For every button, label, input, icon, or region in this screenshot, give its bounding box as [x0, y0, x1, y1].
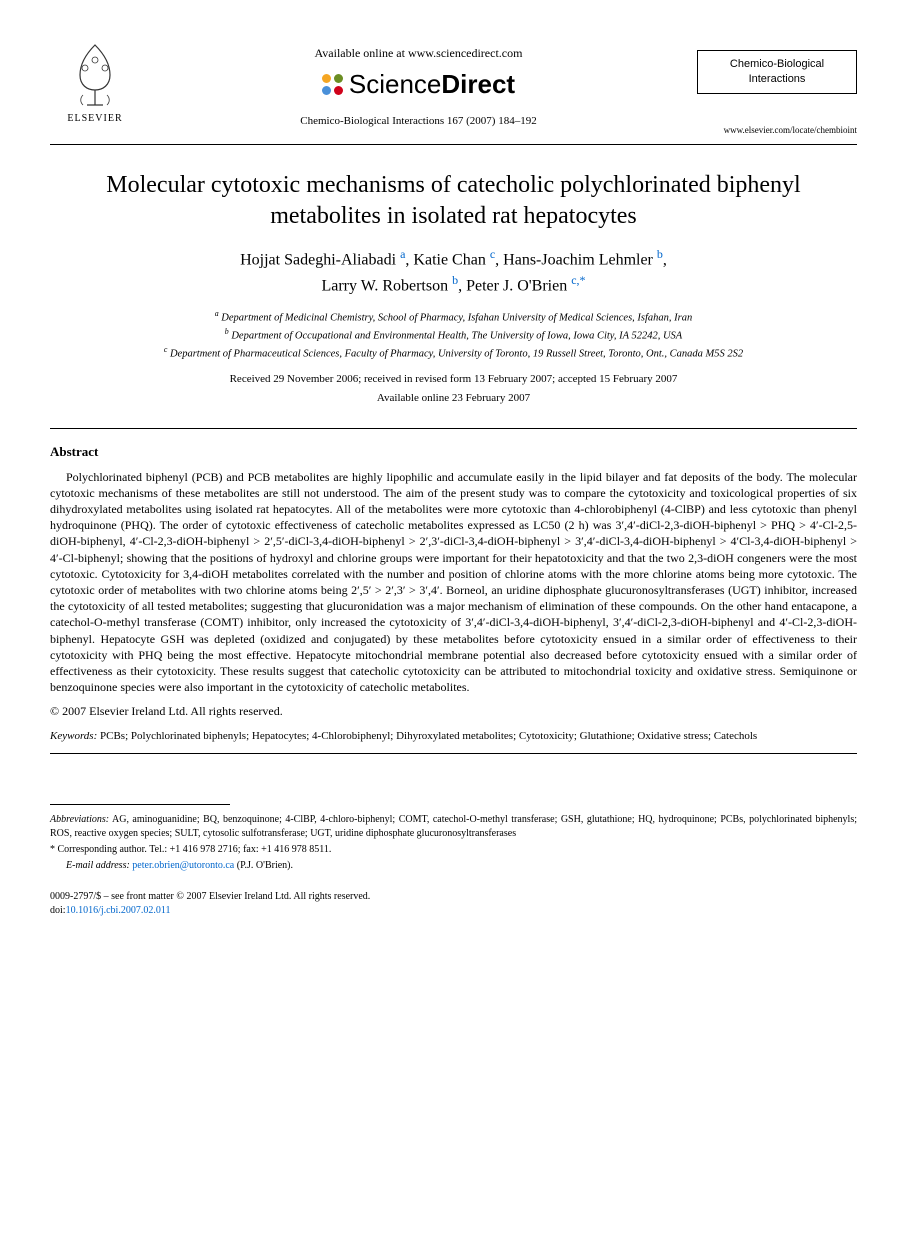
- sciencedirect-logo: ScienceDirect: [140, 67, 697, 102]
- front-matter-line: 0009-2797/$ – see front matter © 2007 El…: [50, 890, 857, 904]
- email-label: E-mail address:: [66, 860, 130, 871]
- available-online-date: Available online 23 February 2007: [50, 391, 857, 406]
- elsevier-label: ELSEVIER: [67, 112, 122, 126]
- corresponding-author: * Corresponding author. Tel.: +1 416 978…: [50, 843, 857, 857]
- header-center: Available online at www.sciencedirect.co…: [140, 40, 697, 129]
- header-row: ELSEVIER Available online at www.science…: [50, 40, 857, 145]
- affiliation-a: a Department of Medicinal Chemistry, Sch…: [50, 308, 857, 326]
- elsevier-logo-block: ELSEVIER: [50, 40, 140, 126]
- journal-box-line1: Chemico-Biological: [706, 57, 848, 72]
- sd-direct: Direct: [441, 69, 515, 99]
- keywords-block: Keywords: PCBs; Polychlorinated biphenyl…: [50, 729, 857, 744]
- sd-dot: [334, 86, 343, 95]
- abstract-body: Polychlorinated biphenyl (PCB) and PCB m…: [50, 469, 857, 696]
- affiliation-text: Department of Medicinal Chemistry, Schoo…: [221, 312, 692, 323]
- sd-dot: [322, 74, 331, 83]
- abbrev-text: AG, aminoguanidine; BQ, benzoquinone; 4-…: [50, 814, 857, 839]
- abstract-heading: Abstract: [50, 443, 857, 461]
- affiliation-b: b Department of Occupational and Environ…: [50, 326, 857, 344]
- abbrev-label: Abbreviations:: [50, 814, 109, 825]
- article-title: Molecular cytotoxic mechanisms of catech…: [50, 170, 857, 232]
- footnote-rule: [50, 804, 230, 805]
- sd-dot: [334, 74, 343, 83]
- email-line: E-mail address: peter.obrien@utoronto.ca…: [50, 859, 857, 873]
- email-link[interactable]: peter.obrien@utoronto.ca: [132, 860, 234, 871]
- journal-reference: Chemico-Biological Interactions 167 (200…: [140, 114, 697, 129]
- email-paren: (P.J. O'Brien).: [234, 860, 293, 871]
- elsevier-tree-icon: [65, 40, 125, 110]
- affiliation-text: Department of Pharmaceutical Sciences, F…: [170, 349, 743, 360]
- affiliation-text: Department of Occupational and Environme…: [231, 330, 682, 341]
- sd-dot: [322, 86, 331, 95]
- doi-line: doi:10.1016/j.cbi.2007.02.011: [50, 904, 857, 918]
- affiliations: a Department of Medicinal Chemistry, Sch…: [50, 308, 857, 363]
- doi-link[interactable]: 10.1016/j.cbi.2007.02.011: [66, 905, 171, 916]
- locate-url: www.elsevier.com/locate/chembioint: [697, 124, 857, 136]
- journal-box-line2: Interactions: [706, 72, 848, 87]
- author-list: Hojjat Sadeghi-Aliabadi a, Katie Chan c,…: [50, 246, 857, 297]
- doi-prefix: doi:: [50, 905, 66, 916]
- sd-wordmark: ScienceDirect: [349, 67, 515, 102]
- keywords-label: Keywords:: [50, 730, 97, 742]
- available-online-text: Available online at www.sciencedirect.co…: [140, 45, 697, 61]
- affiliation-c: c Department of Pharmaceutical Sciences,…: [50, 344, 857, 362]
- divider: [50, 753, 857, 754]
- journal-name-box: Chemico-Biological Interactions: [697, 50, 857, 94]
- article-dates: Received 29 November 2006; received in r…: [50, 372, 857, 387]
- header-right: Chemico-Biological Interactions www.else…: [697, 40, 857, 136]
- sd-science: Science: [349, 69, 442, 99]
- sd-dots-icon: [322, 74, 343, 95]
- abbreviations-block: Abbreviations: AG, aminoguanidine; BQ, b…: [50, 813, 857, 841]
- keywords-text: PCBs; Polychlorinated biphenyls; Hepatoc…: [97, 730, 757, 742]
- copyright-line: © 2007 Elsevier Ireland Ltd. All rights …: [50, 703, 857, 719]
- divider: [50, 428, 857, 429]
